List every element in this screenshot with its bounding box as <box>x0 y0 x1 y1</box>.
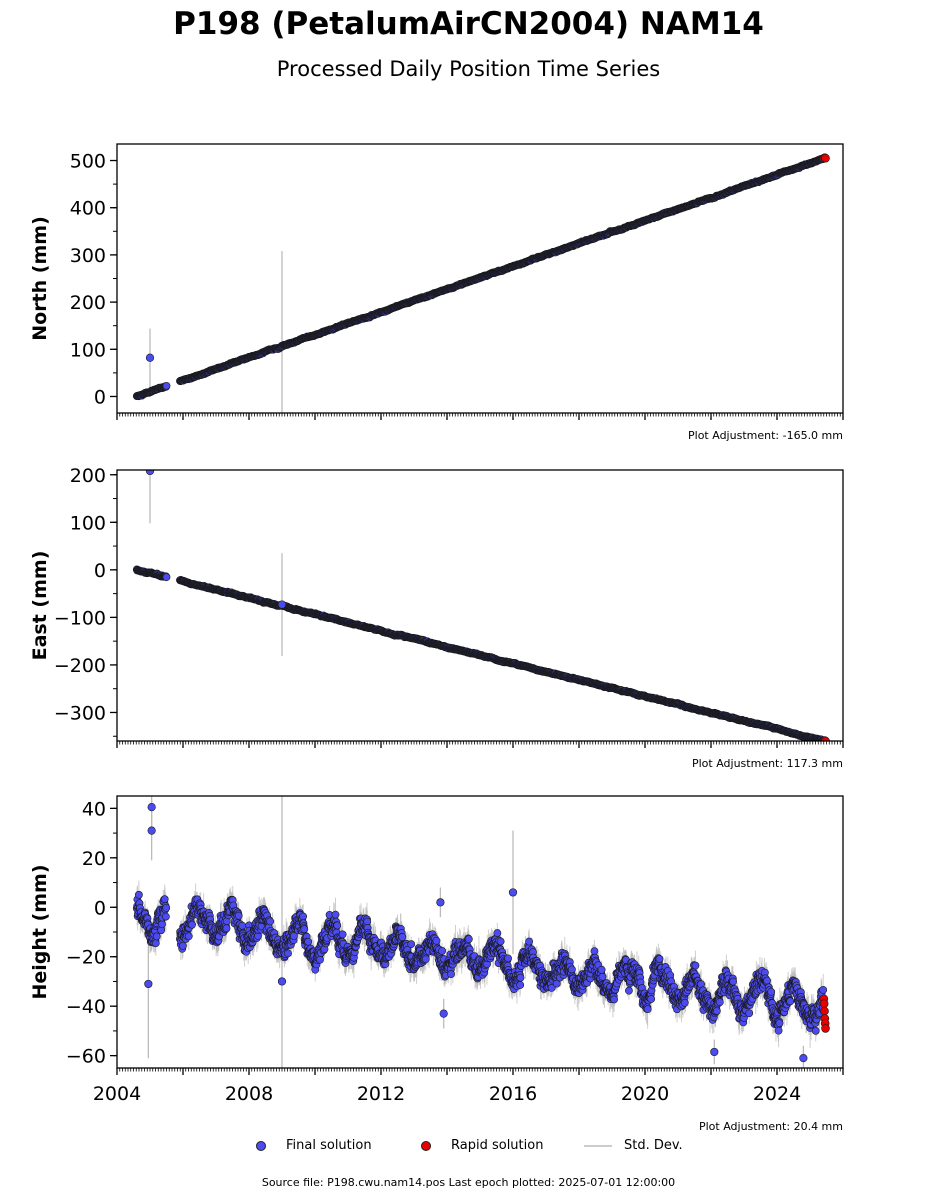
final-point <box>266 917 275 926</box>
final-point <box>184 932 193 941</box>
north-rapid-points <box>819 153 830 163</box>
y-tick-label: 500 <box>70 151 106 173</box>
final-point <box>162 912 170 921</box>
north-plot-adjustment: Plot Adjustment: -165.0 mm <box>688 429 843 442</box>
final-point <box>162 573 171 582</box>
final-point <box>222 924 231 933</box>
final-point <box>331 910 340 919</box>
final-point <box>160 895 169 904</box>
final-point <box>316 955 324 964</box>
final-point <box>432 936 441 945</box>
east-plot-adjustment: Plot Adjustment: 117.3 mm <box>692 757 843 770</box>
east-axes-frame <box>116 469 844 742</box>
final-point <box>188 920 196 929</box>
final-point <box>333 921 342 930</box>
final-point <box>158 920 166 929</box>
y-tick-label: 0 <box>94 560 106 582</box>
final-point <box>407 940 416 949</box>
y-tick-label: 100 <box>70 512 106 534</box>
y-tick-label: 200 <box>70 292 106 314</box>
final-point <box>238 921 247 930</box>
north-ylabel: North (mm) <box>29 216 51 341</box>
y-tick-label: 400 <box>70 198 106 220</box>
final-point <box>421 955 430 964</box>
north-std-dev-bars <box>136 158 824 413</box>
rapid-point <box>821 153 830 163</box>
y-tick-label: 200 <box>70 465 106 487</box>
chart-title: P198 (PetalumAirCN2004) NAM14 <box>173 6 764 42</box>
panel-north: 0 100 200 300 400 500 North (mm) Plot Adjustmen… <box>29 143 844 442</box>
outlier-point <box>277 600 287 609</box>
final-point <box>162 903 171 912</box>
final-point <box>304 937 313 946</box>
final-point <box>284 949 292 958</box>
outlier-point <box>145 470 155 476</box>
outlier-point <box>145 353 155 362</box>
final-point <box>178 941 187 950</box>
y-tick-label: −200 <box>54 655 106 677</box>
final-point <box>152 932 161 941</box>
east-std-dev-bars <box>136 470 824 741</box>
north-final-points <box>132 154 827 401</box>
y-tick-label: 0 <box>94 386 106 408</box>
y-tick-label: 100 <box>70 339 106 361</box>
final-point <box>162 381 171 390</box>
final-point <box>151 939 160 948</box>
final-point <box>300 925 309 934</box>
final-point <box>338 930 347 939</box>
panel-east: −300 −200 −100 0 100 200 East (mm) Plot Adjustm… <box>29 465 844 770</box>
y-tick-label: 300 <box>70 245 106 267</box>
final-point <box>234 911 243 920</box>
east-ylabel: East (mm) <box>29 551 51 661</box>
final-point <box>134 890 143 899</box>
final-point <box>299 912 308 921</box>
chart-subtitle: Processed Daily Position Time Series <box>276 57 661 81</box>
east-final-points <box>132 470 827 741</box>
height-final-points <box>132 803 828 1063</box>
final-point <box>398 933 407 941</box>
y-tick-label: −300 <box>54 702 106 724</box>
y-tick-label: −100 <box>54 607 106 629</box>
